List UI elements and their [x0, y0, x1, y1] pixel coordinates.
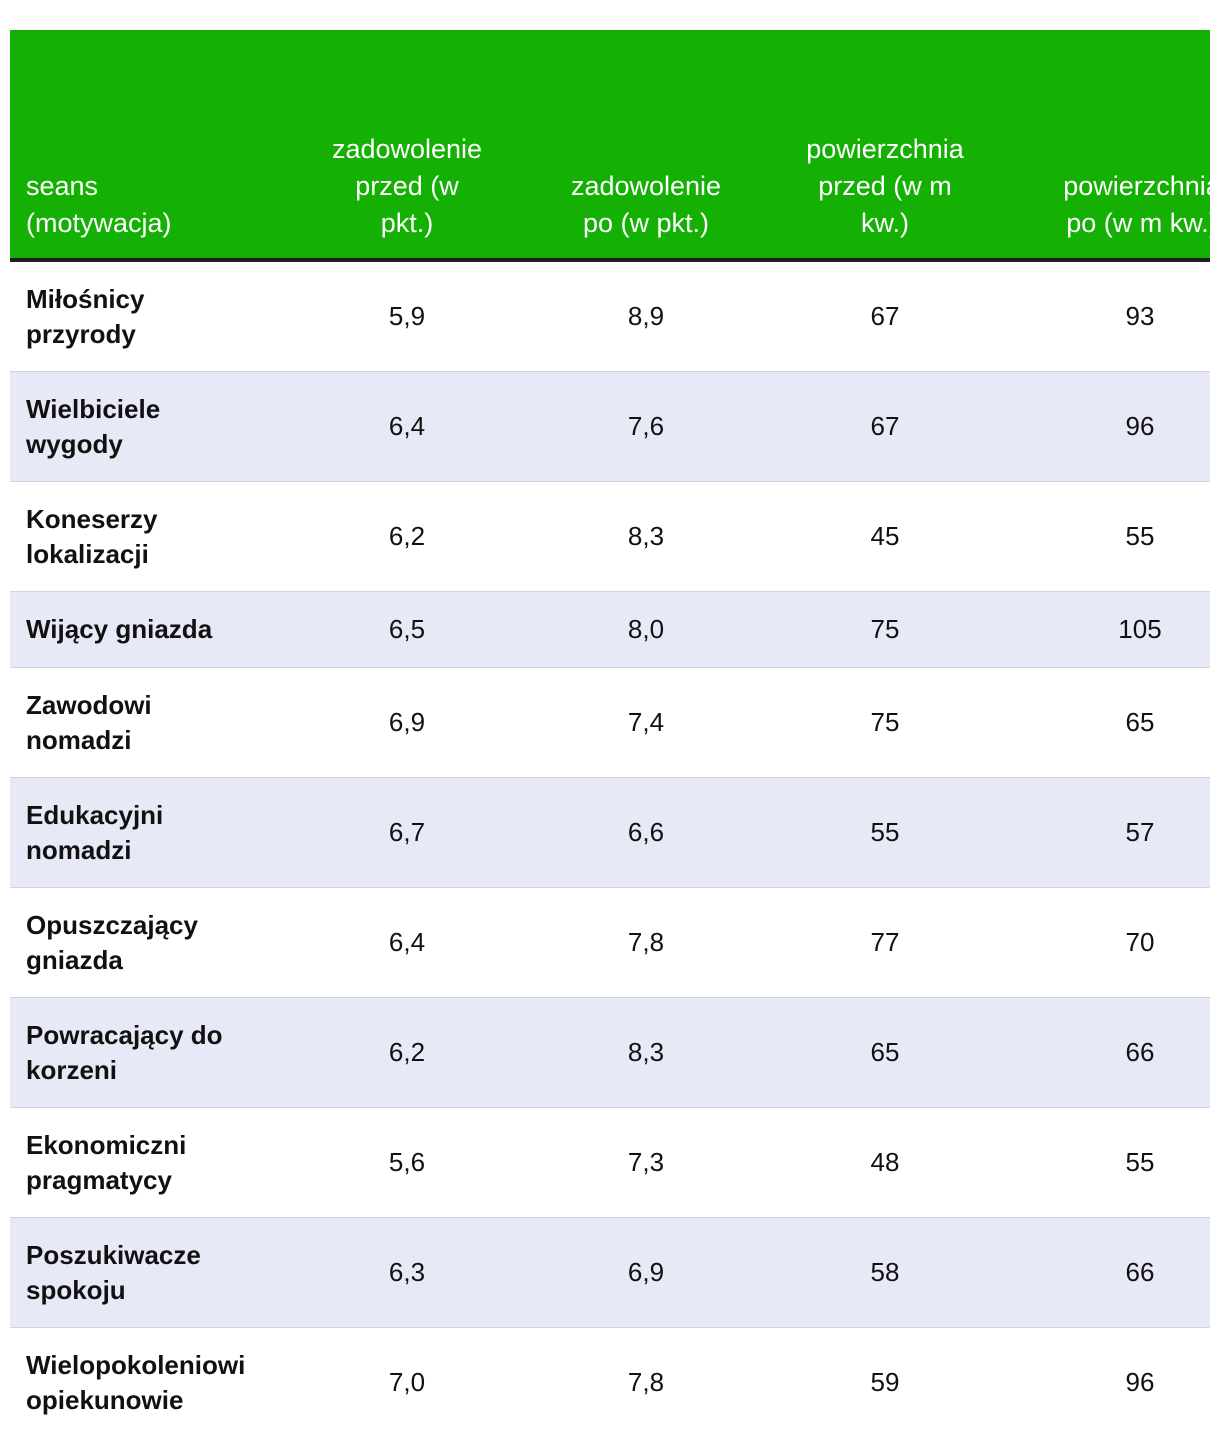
area-before-cell: 75 — [760, 592, 1010, 668]
segment-name-cell: Ekonomiczni pragmatycy — [10, 1108, 282, 1218]
table-row: Opuszczający gniazda 6,4 7,8 77 70 — [10, 888, 1210, 998]
segment-name-cell: Wielopokoleniowi opiekunowie — [10, 1328, 282, 1437]
satisfaction-before-cell: 7,0 — [282, 1328, 532, 1437]
column-header-label: powierzchnia przed (w m kw.) — [806, 131, 964, 242]
data-table: seans (motywacja) zadowolenie przed (w p… — [10, 30, 1210, 1437]
satisfaction-before-cell: 6,7 — [282, 778, 532, 888]
table-row: Zawodowi nomadzi 6,9 7,4 75 65 — [10, 668, 1210, 778]
table-header: seans (motywacja) zadowolenie przed (w p… — [10, 30, 1210, 260]
column-header-satisfaction-before: zadowolenie przed (w pkt.) — [282, 30, 532, 260]
satisfaction-before-cell: 6,2 — [282, 998, 532, 1108]
segment-name-cell: Edukacyjni nomadzi — [10, 778, 282, 888]
area-before-cell: 67 — [760, 372, 1010, 482]
area-before-cell: 75 — [760, 668, 1010, 778]
table-row: Poszukiwacze spokoju 6,3 6,9 58 66 — [10, 1218, 1210, 1328]
area-after-cell: 66 — [1010, 1218, 1210, 1328]
satisfaction-after-cell: 7,8 — [532, 1328, 760, 1437]
satisfaction-before-cell: 6,4 — [282, 888, 532, 998]
area-after-cell: 93 — [1010, 260, 1210, 372]
satisfaction-after-cell: 6,9 — [532, 1218, 760, 1328]
area-before-cell: 48 — [760, 1108, 1010, 1218]
segment-name-cell: Koneserzy lokalizacji — [10, 482, 282, 592]
satisfaction-before-cell: 5,9 — [282, 260, 532, 372]
segment-name-cell: Miłośnicy przyrody — [10, 260, 282, 372]
area-before-cell: 77 — [760, 888, 1010, 998]
area-before-cell: 58 — [760, 1218, 1010, 1328]
area-after-cell: 105 — [1010, 592, 1210, 668]
satisfaction-after-cell: 8,3 — [532, 482, 760, 592]
column-header-label: zadowolenie po (w pkt.) — [571, 168, 721, 242]
satisfaction-after-cell: 7,4 — [532, 668, 760, 778]
satisfaction-after-cell: 7,3 — [532, 1108, 760, 1218]
area-after-cell: 66 — [1010, 998, 1210, 1108]
area-before-cell: 55 — [760, 778, 1010, 888]
satisfaction-before-cell: 6,5 — [282, 592, 532, 668]
area-after-cell: 96 — [1010, 372, 1210, 482]
table-row: Koneserzy lokalizacji 6,2 8,3 45 55 — [10, 482, 1210, 592]
area-after-cell: 55 — [1010, 482, 1210, 592]
area-before-cell: 45 — [760, 482, 1010, 592]
column-header-area-after: powierzchnia po (w m kw.) — [1010, 30, 1210, 260]
satisfaction-before-cell: 6,3 — [282, 1218, 532, 1328]
satisfaction-after-cell: 6,6 — [532, 778, 760, 888]
column-header-label: powierzchnia po (w m kw.) — [1063, 168, 1210, 242]
satisfaction-after-cell: 7,6 — [532, 372, 760, 482]
table-row: Wijący gniazda 6,5 8,0 75 105 — [10, 592, 1210, 668]
area-before-cell: 65 — [760, 998, 1010, 1108]
segment-name-cell: Zawodowi nomadzi — [10, 668, 282, 778]
satisfaction-after-cell: 8,3 — [532, 998, 760, 1108]
table-body: Miłośnicy przyrody 5,9 8,9 67 93 Wielbic… — [10, 260, 1210, 1437]
table-row: Ekonomiczni pragmatycy 5,6 7,3 48 55 — [10, 1108, 1210, 1218]
data-table-container: seans (motywacja) zadowolenie przed (w p… — [10, 30, 1210, 1437]
area-after-cell: 70 — [1010, 888, 1210, 998]
area-after-cell: 55 — [1010, 1108, 1210, 1218]
column-header-satisfaction-after: zadowolenie po (w pkt.) — [532, 30, 760, 260]
area-after-cell: 65 — [1010, 668, 1210, 778]
column-header-segment: seans (motywacja) — [10, 30, 282, 260]
area-before-cell: 59 — [760, 1328, 1010, 1437]
area-before-cell: 67 — [760, 260, 1010, 372]
column-header-area-before: powierzchnia przed (w m kw.) — [760, 30, 1010, 260]
table-row: Powracający do korzeni 6,2 8,3 65 66 — [10, 998, 1210, 1108]
segment-name-cell: Poszukiwacze spokoju — [10, 1218, 282, 1328]
satisfaction-after-cell: 8,0 — [532, 592, 760, 668]
satisfaction-after-cell: 7,8 — [532, 888, 760, 998]
header-row: seans (motywacja) zadowolenie przed (w p… — [10, 30, 1210, 260]
table-row: Wielbiciele wygody 6,4 7,6 67 96 — [10, 372, 1210, 482]
segment-name-cell: Opuszczający gniazda — [10, 888, 282, 998]
area-after-cell: 96 — [1010, 1328, 1210, 1437]
satisfaction-before-cell: 6,4 — [282, 372, 532, 482]
satisfaction-before-cell: 6,2 — [282, 482, 532, 592]
table-row: Edukacyjni nomadzi 6,7 6,6 55 57 — [10, 778, 1210, 888]
area-after-cell: 57 — [1010, 778, 1210, 888]
table-row: Miłośnicy przyrody 5,9 8,9 67 93 — [10, 260, 1210, 372]
column-header-label: seans (motywacja) — [26, 168, 172, 242]
column-header-label: zadowolenie przed (w pkt.) — [332, 131, 482, 242]
segment-name-cell: Powracający do korzeni — [10, 998, 282, 1108]
satisfaction-before-cell: 6,9 — [282, 668, 532, 778]
segment-name-cell: Wijący gniazda — [10, 592, 282, 668]
satisfaction-before-cell: 5,6 — [282, 1108, 532, 1218]
segment-name-cell: Wielbiciele wygody — [10, 372, 282, 482]
table-row: Wielopokoleniowi opiekunowie 7,0 7,8 59 … — [10, 1328, 1210, 1437]
satisfaction-after-cell: 8,9 — [532, 260, 760, 372]
